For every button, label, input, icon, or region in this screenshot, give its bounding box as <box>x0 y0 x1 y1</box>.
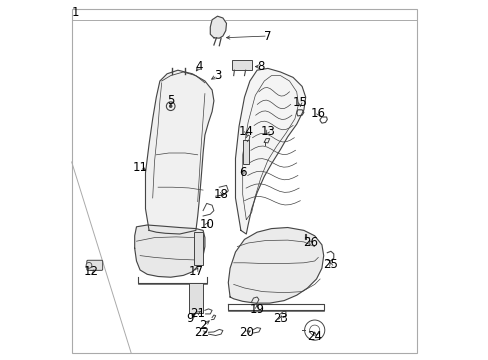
Polygon shape <box>235 68 305 234</box>
Text: 16: 16 <box>310 107 325 120</box>
Polygon shape <box>145 70 213 234</box>
Text: 20: 20 <box>238 327 253 339</box>
Polygon shape <box>228 228 323 303</box>
Polygon shape <box>210 16 226 38</box>
Text: 5: 5 <box>167 94 174 107</box>
Text: 7: 7 <box>264 30 271 42</box>
Text: 26: 26 <box>303 237 318 249</box>
FancyBboxPatch shape <box>242 140 249 164</box>
Text: 21: 21 <box>190 307 205 320</box>
Text: 17: 17 <box>188 265 203 278</box>
Text: 1: 1 <box>71 6 79 19</box>
Text: 25: 25 <box>323 258 338 271</box>
Text: 12: 12 <box>84 265 99 278</box>
Text: 4: 4 <box>195 60 203 73</box>
FancyBboxPatch shape <box>188 283 203 313</box>
Text: 2: 2 <box>199 319 206 332</box>
Text: 22: 22 <box>193 327 208 339</box>
FancyBboxPatch shape <box>87 260 102 270</box>
Text: 23: 23 <box>272 312 287 325</box>
Circle shape <box>168 104 172 108</box>
Text: 15: 15 <box>292 96 307 109</box>
Text: 14: 14 <box>238 125 253 138</box>
Polygon shape <box>134 225 204 277</box>
Text: 11: 11 <box>132 161 147 174</box>
Text: 8: 8 <box>257 60 264 73</box>
Text: 13: 13 <box>260 125 275 138</box>
Text: 3: 3 <box>213 69 221 82</box>
FancyBboxPatch shape <box>194 232 203 265</box>
Circle shape <box>86 262 92 268</box>
FancyBboxPatch shape <box>231 60 251 70</box>
Text: 9: 9 <box>186 312 194 325</box>
Text: 18: 18 <box>213 188 228 201</box>
Text: 24: 24 <box>306 330 322 343</box>
Text: 19: 19 <box>249 303 264 316</box>
Text: 10: 10 <box>199 219 214 231</box>
Text: 6: 6 <box>239 166 246 179</box>
